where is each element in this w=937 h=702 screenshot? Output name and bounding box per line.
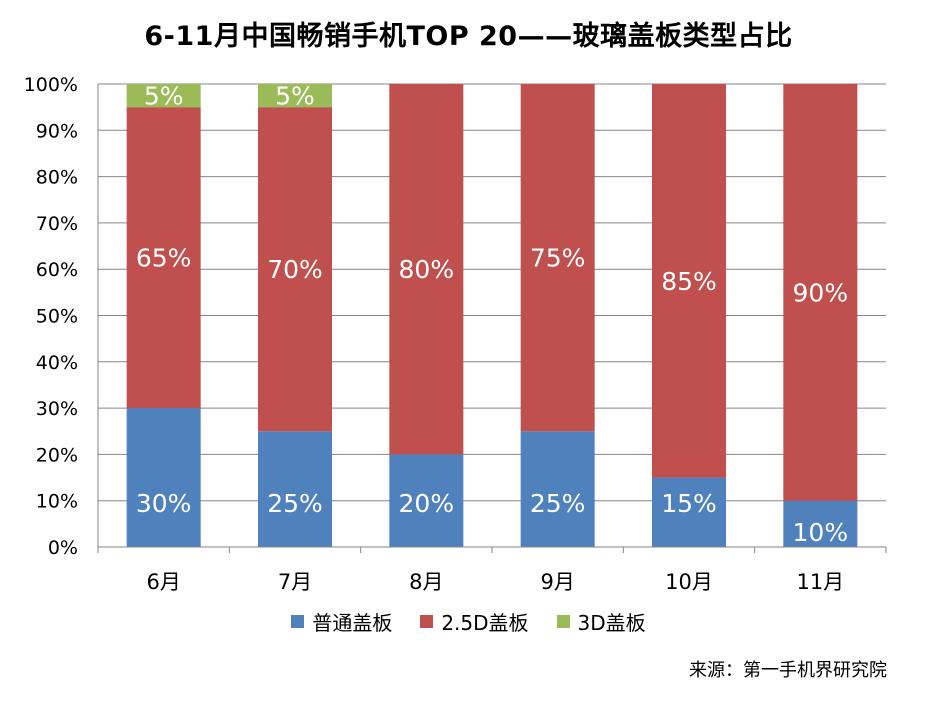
x-tick-label: 8月: [409, 570, 443, 594]
data-label-plain: 15%: [661, 489, 717, 518]
x-tick-label: 6月: [146, 570, 180, 594]
y-tick-label: 70%: [36, 213, 78, 235]
data-label-plain: 10%: [793, 518, 849, 547]
data-label-plain: 25%: [267, 489, 323, 518]
y-tick-label: 10%: [36, 491, 78, 513]
legend-label-2-5d: 2.5D盖板: [441, 611, 529, 635]
data-label-plain: 30%: [136, 489, 192, 518]
y-tick-label: 100%: [24, 74, 78, 96]
bar-plain: [126, 408, 201, 547]
x-tick-label: 10月: [665, 570, 713, 594]
legend-item-3d: 3D盖板: [556, 607, 646, 636]
legend-swatch-2-5d: [420, 615, 434, 628]
y-tick-label: 60%: [36, 259, 78, 281]
data-label-2-5d: 85%: [661, 267, 717, 296]
legend-item-2-5d: 2.5D盖板: [420, 607, 529, 636]
x-tick-label: 11月: [796, 570, 844, 594]
bar-2-5d: [258, 107, 332, 432]
data-label-2-5d: 75%: [530, 244, 586, 273]
x-tick-label: 7月: [278, 570, 312, 594]
y-tick-label: 30%: [36, 398, 78, 420]
data-labels: 30% 65% 5% 25% 70% 5% 20% 80% 25% 75% 15% 85% 10% 90%: [136, 82, 848, 547]
bar-3d: [126, 84, 201, 108]
legend: 普通盖板 2.5D盖板 3D盖板: [0, 607, 937, 636]
bar-2-5d: [783, 84, 858, 501]
y-tick-label: 80%: [36, 167, 78, 189]
data-label-plain: 25%: [530, 489, 586, 518]
data-label-3d: 5%: [144, 82, 184, 111]
chart-title: 6-11月中国畅销手机TOP 20——玻璃盖板类型占比: [144, 21, 793, 52]
data-label-2-5d: 65%: [136, 244, 192, 273]
chart-plot: 0% 10% 20% 30% 40% 50% 60% 70% 80% 90% 100% 6月 7月 8月 9…: [24, 74, 887, 594]
gridlines: [98, 83, 886, 502]
data-label-2-5d: 70%: [267, 255, 323, 284]
bar-3d: [258, 84, 332, 108]
bar-2-5d: [652, 84, 726, 478]
bar-plain: [258, 431, 332, 547]
y-tick-label: 20%: [36, 444, 78, 466]
y-tick-label: 50%: [36, 306, 78, 328]
data-label-2-5d: 80%: [399, 255, 455, 284]
bar-plain: [389, 454, 464, 547]
bar-2-5d: [126, 107, 201, 409]
data-label-plain: 20%: [399, 489, 455, 518]
legend-label-3d: 3D盖板: [577, 611, 646, 635]
x-tick-label: 9月: [540, 570, 574, 594]
data-label-3d: 5%: [275, 82, 315, 111]
legend-swatch-plain: [291, 615, 305, 628]
legend-label-plain: 普通盖板: [312, 611, 393, 635]
data-label-2-5d: 90%: [793, 278, 849, 307]
bars: [126, 84, 858, 547]
bar-2-5d: [389, 84, 464, 455]
bar-2-5d: [520, 84, 595, 432]
y-tick-label: 40%: [36, 352, 78, 374]
y-tick-label: 0%: [48, 537, 78, 559]
bar-plain: [520, 431, 595, 547]
bar-plain: [783, 500, 858, 547]
source-note: 来源：第一手机界研究院: [689, 660, 887, 681]
legend-item-plain: 普通盖板: [291, 607, 392, 636]
y-tick-label: 90%: [36, 120, 78, 142]
axes: 0% 10% 20% 30% 40% 50% 60% 70% 80% 90% 100% 6月 7月 8月 9…: [24, 74, 887, 594]
bar-plain: [652, 477, 726, 547]
legend-swatch-3d: [556, 615, 570, 628]
